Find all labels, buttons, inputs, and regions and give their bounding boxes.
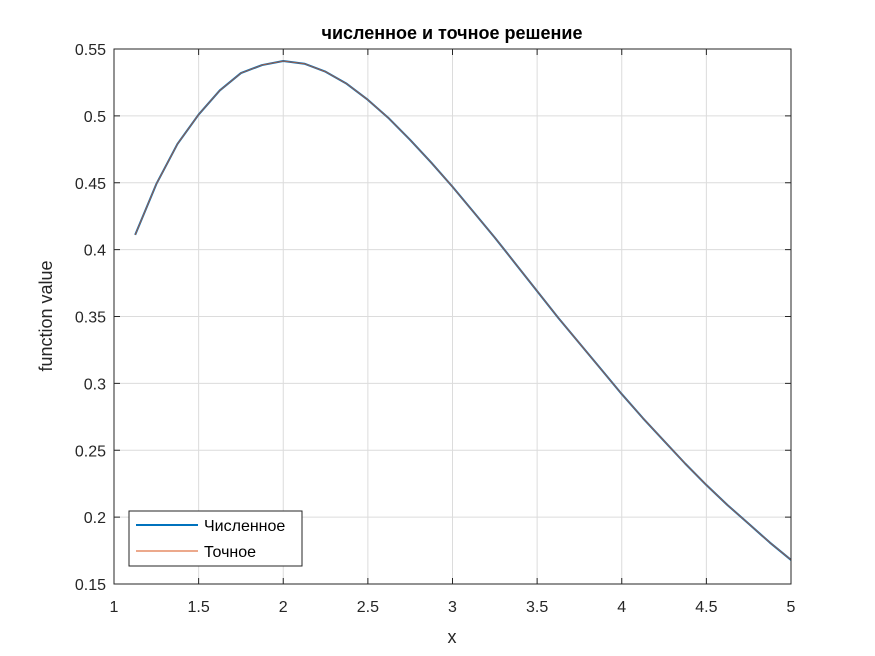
y-tick-label: 0.15 (75, 577, 106, 594)
legend-label-exact: Точное (204, 544, 256, 561)
legend-box (128, 510, 303, 567)
x-tick-label: 5 (787, 599, 796, 616)
y-tick-label: 0.5 (84, 109, 106, 126)
y-tick-labels: 0.15 0.2 0.25 0.3 0.35 0.4 0.45 0.5 0.55 (75, 42, 106, 594)
series-group (134, 60, 792, 561)
x-tick-label: 1.5 (188, 599, 210, 616)
x-tick-label: 4.5 (695, 599, 717, 616)
y-tick-label: 0.2 (84, 510, 106, 527)
x-tick-label: 1 (110, 599, 119, 616)
x-tick-label: 3.5 (526, 599, 548, 616)
y-tick-label: 0.4 (84, 243, 106, 260)
y-tick-label: 0.55 (75, 42, 106, 59)
legend: Численное Точное (128, 510, 303, 567)
x-tick-label: 4 (617, 599, 626, 616)
series-line-exact (134, 60, 792, 561)
x-tick-label: 2 (279, 599, 288, 616)
ticks (113, 48, 792, 585)
y-axis-label: function value (36, 260, 56, 371)
x-tick-labels: 1 1.5 2 2.5 3 3.5 4 4.5 5 (110, 599, 796, 616)
x-axis-label: x (448, 627, 457, 647)
x-tick-label: 2.5 (357, 599, 379, 616)
y-tick-label: 0.45 (75, 176, 106, 193)
y-tick-label: 0.3 (84, 376, 106, 393)
y-tick-label: 0.35 (75, 310, 106, 327)
grid (114, 49, 791, 584)
legend-label-numerical: Численное (204, 518, 285, 535)
y-tick-label: 0.25 (75, 443, 106, 460)
chart-title: численное и точное решение (322, 23, 583, 43)
x-tick-label: 3 (448, 599, 457, 616)
